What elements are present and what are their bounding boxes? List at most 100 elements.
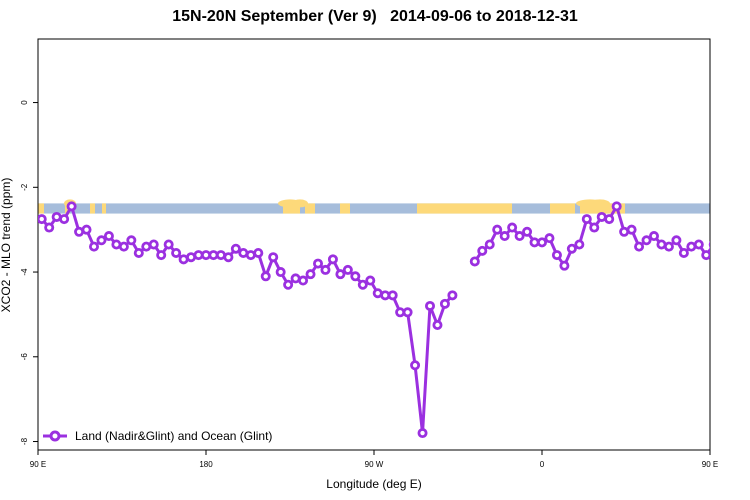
data-point (537, 237, 548, 248)
data-point (335, 269, 346, 280)
data-point (320, 264, 331, 275)
data-point (148, 239, 159, 250)
data-point (611, 201, 622, 212)
data-point (298, 275, 309, 286)
series-layer (38, 201, 710, 439)
data-point (38, 214, 47, 225)
land-patch (90, 203, 95, 214)
land-patch (102, 203, 106, 214)
data-point (312, 258, 323, 269)
data-point (649, 231, 660, 242)
data-point (574, 239, 585, 250)
data-point (350, 271, 361, 282)
data-point (708, 241, 710, 248)
plot-frame (37, 38, 711, 451)
data-point (44, 222, 55, 233)
data-point (641, 235, 652, 246)
data-point (678, 247, 689, 258)
data-point (81, 224, 92, 235)
x-tick-label: 90 E (702, 460, 718, 469)
y-axis-title: XCO2 - MLO trend (ppm) (0, 178, 13, 313)
data-point (693, 239, 704, 250)
data-point (133, 247, 144, 258)
data-point (484, 239, 495, 250)
data-point (283, 279, 294, 290)
land-patch (550, 203, 575, 214)
legend-label: Land (Nadir&Glint) and Ocean (Glint) (75, 429, 272, 443)
data-point (701, 250, 710, 261)
data-point (469, 256, 480, 267)
data-point (118, 241, 129, 252)
land-patch (340, 203, 350, 214)
data-point (103, 231, 114, 242)
x-axis-title: Longitude (deg E) (326, 477, 421, 491)
data-point (477, 245, 488, 256)
y-axis: 0 -2 -4 -6 -8 (20, 100, 38, 445)
data-point (634, 241, 645, 252)
x-tick-label: 0 (540, 460, 545, 469)
chart-title: 15N-20N September (Ver 9) 2014-09-06 to … (172, 8, 578, 25)
data-point (551, 250, 562, 261)
data-point (268, 252, 279, 263)
data-point (275, 267, 286, 278)
data-point (171, 247, 182, 258)
land-patch (283, 203, 300, 214)
legend: Land (Nadir&Glint) and Ocean (Glint) (43, 429, 272, 443)
data-point (417, 428, 428, 439)
data-point (559, 260, 570, 271)
land-patch (417, 203, 512, 214)
land-patch (305, 203, 315, 214)
data-point (327, 254, 338, 265)
ocean-band (38, 203, 710, 214)
data-point (410, 360, 421, 371)
data-point (223, 252, 234, 263)
land-patch (580, 203, 625, 214)
data-point (492, 224, 503, 235)
x-axis: 90 E 180 90 W 0 90 E (30, 450, 718, 469)
data-point (581, 214, 592, 225)
land-patch (590, 199, 610, 208)
data-point (89, 241, 100, 252)
data-point (126, 235, 137, 246)
y-tick-label: -6 (20, 353, 29, 361)
y-tick-label: -8 (20, 437, 29, 445)
data-point (387, 290, 398, 301)
y-tick-label: 0 (20, 100, 29, 105)
data-point (499, 231, 510, 242)
data-point (253, 247, 264, 258)
data-point (357, 279, 368, 290)
y-tick-label: -2 (20, 183, 29, 191)
data-point (507, 222, 518, 233)
data-point (566, 243, 577, 254)
data-point (230, 243, 241, 254)
data-point (514, 231, 525, 242)
data-point (626, 224, 637, 235)
x-tick-label: 90 E (30, 460, 46, 469)
land-patch (38, 203, 44, 214)
data-point (604, 214, 615, 225)
x-tick-label: 90 W (365, 460, 384, 469)
data-point (522, 226, 533, 237)
data-point (424, 300, 435, 311)
data-point (544, 233, 555, 244)
land-patch (292, 199, 308, 208)
data-point (365, 275, 376, 286)
data-point (589, 222, 600, 233)
land-ocean-map-band (38, 199, 710, 214)
data-point (447, 290, 458, 301)
data-point (671, 235, 682, 246)
data-point (96, 235, 107, 246)
legend-marker-swatch (49, 430, 61, 442)
data-point (342, 264, 353, 275)
data-point (439, 298, 450, 309)
data-point (59, 214, 70, 225)
y-tick-label: -4 (20, 268, 29, 276)
x-tick-label: 180 (199, 460, 213, 469)
data-point (156, 250, 167, 261)
data-point (663, 241, 674, 252)
data-point (66, 201, 77, 212)
data-point (305, 269, 316, 280)
data-point (163, 239, 174, 250)
data-point (402, 307, 413, 318)
